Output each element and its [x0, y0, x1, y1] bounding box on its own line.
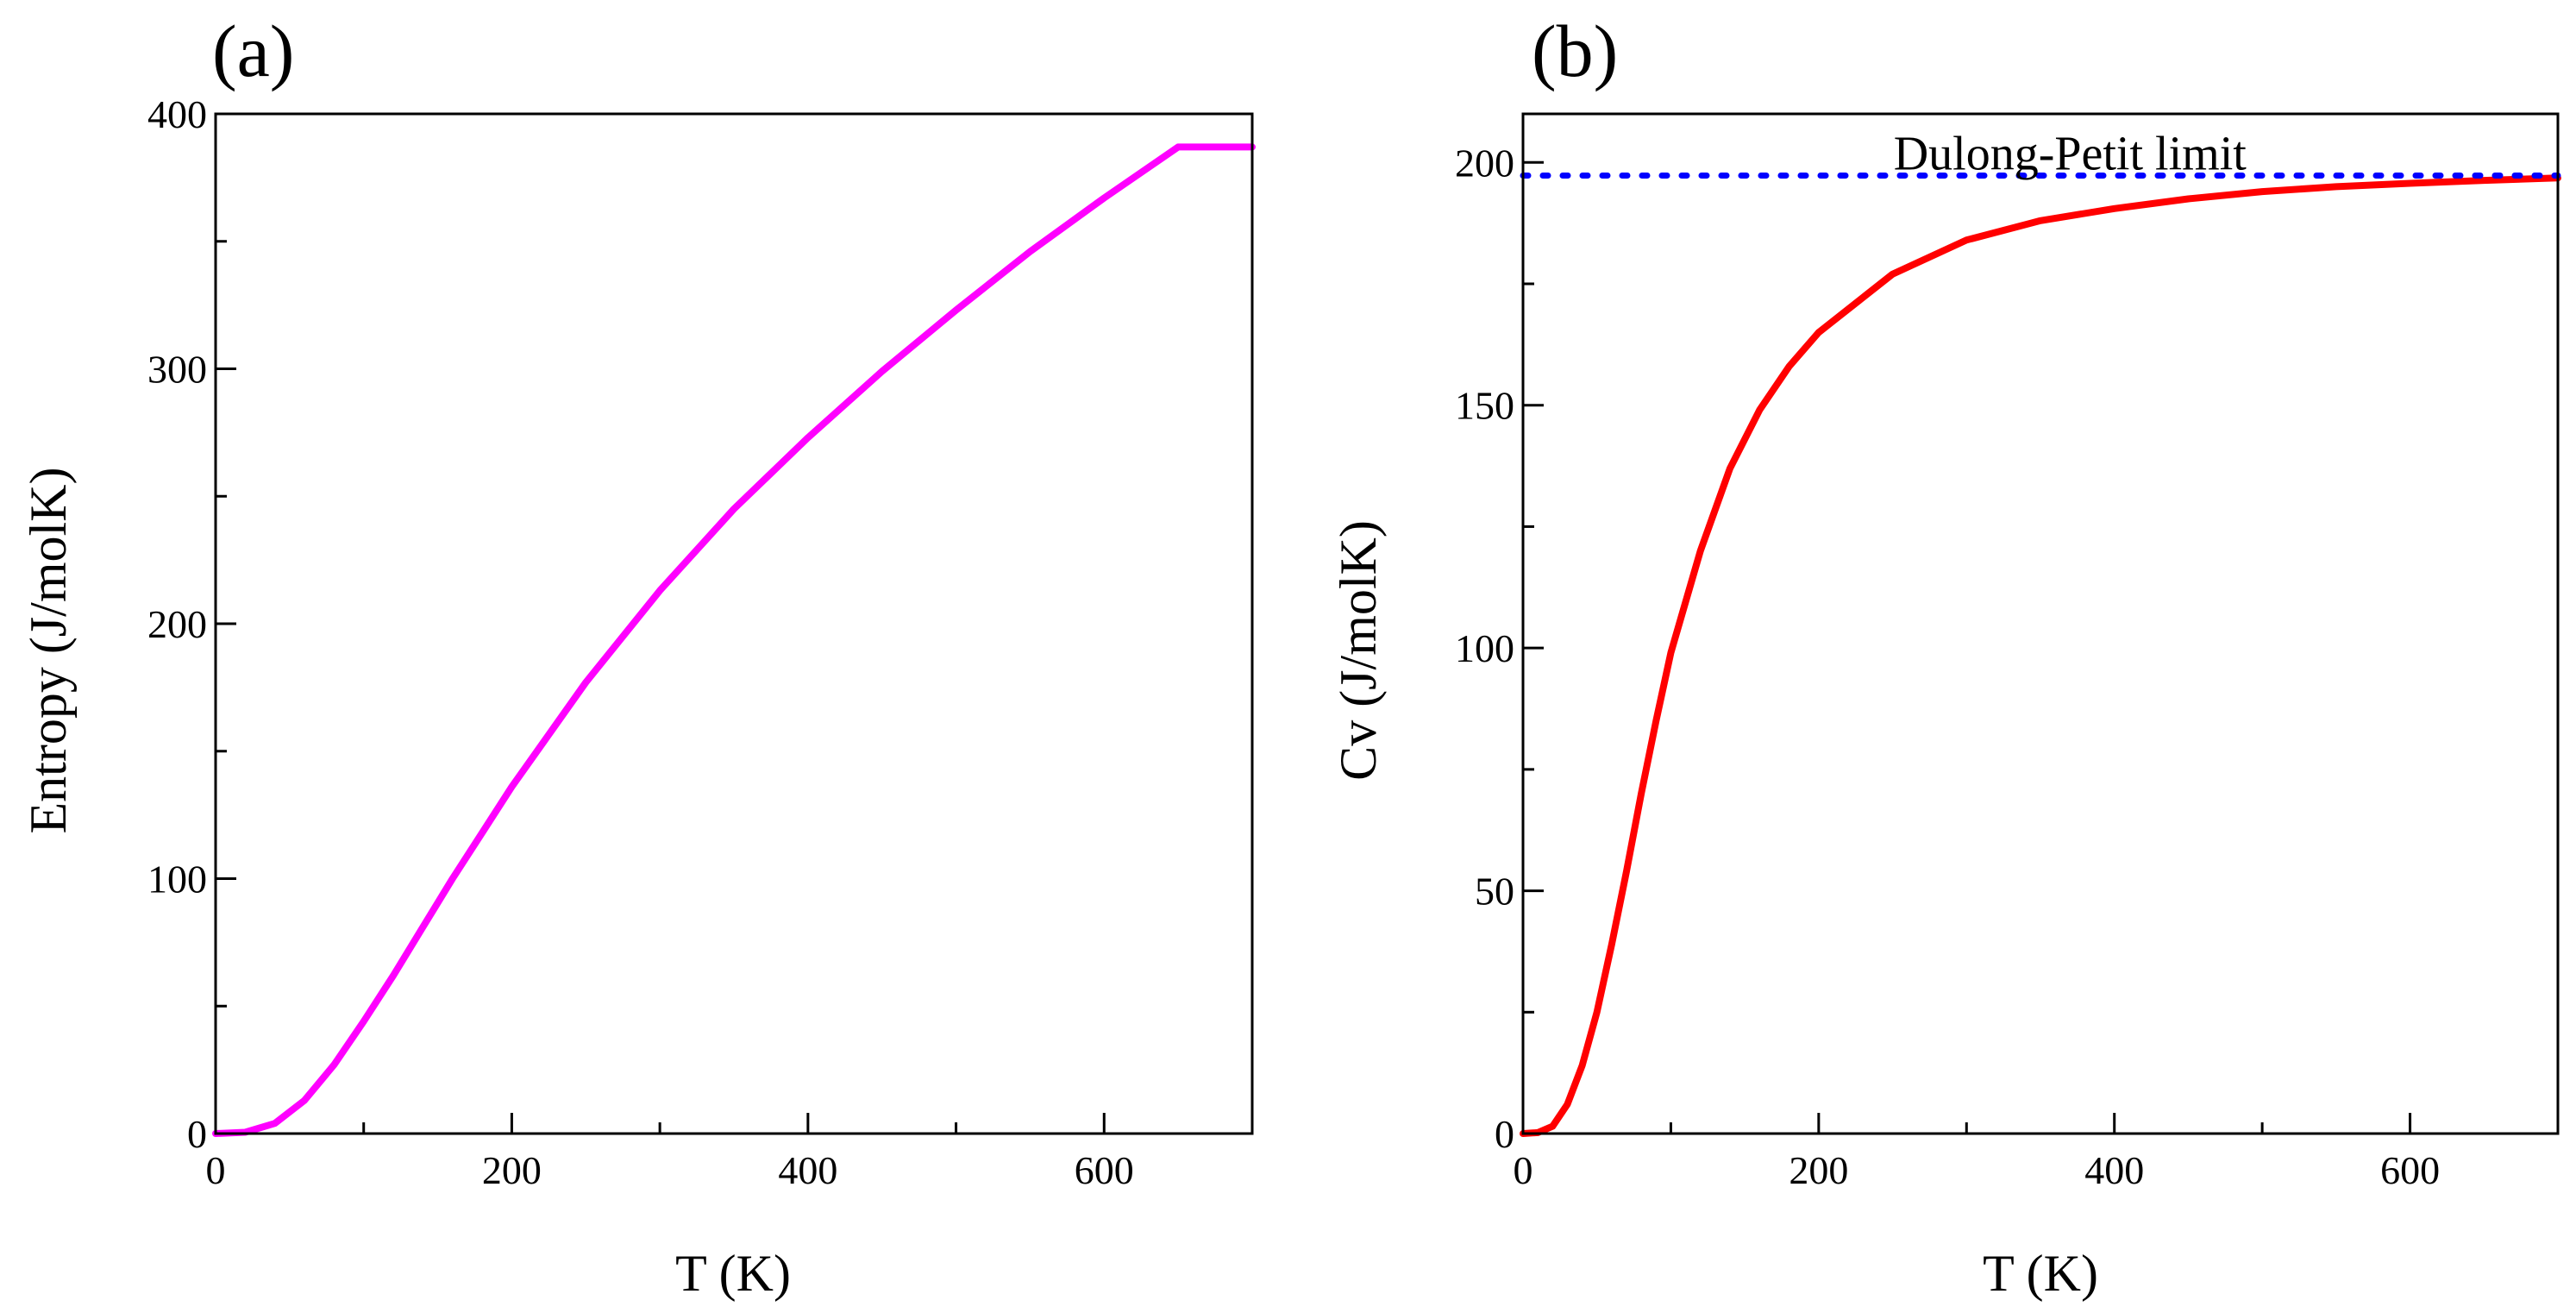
panel-a-y-tick-label: 0 — [187, 1112, 207, 1156]
panel-b-y-tick-label: 0 — [1495, 1112, 1514, 1156]
panel-a-plot-area: 0 200 400 600 0 100 200 300 400 — [147, 92, 1256, 1192]
panel-b-label: (b) — [1532, 9, 1618, 92]
panel-b-y-axis-title: Cv (J/molK) — [1330, 520, 1387, 781]
panel-a-y-axis-title: Entropy (J/molK) — [20, 468, 77, 834]
panel-b-y-tick-label: 50 — [1475, 870, 1514, 914]
panel-a-y-tick-label: 300 — [147, 348, 207, 392]
panel-b-x-tick-label: 200 — [1789, 1148, 1848, 1192]
panel-a-x-tick-label: 400 — [778, 1148, 837, 1192]
panel-b-x-tick-label: 0 — [1514, 1148, 1533, 1192]
panel-a-x-tick-label: 0 — [206, 1148, 226, 1192]
panel-b-series-cv — [1520, 174, 2561, 1137]
panel-a: (a) 0 200 400 600 0 100 200 300 400 T (K) Entrop… — [20, 9, 1256, 1302]
panel-b-plot-area: 0 200 400 600 0 50 100 150 200 Dulong-Petit limit — [1455, 112, 2561, 1192]
panel-a-x-axis-title: T (K) — [675, 1245, 791, 1302]
panel-b-annotation-dulong-petit: Dulong-Petit limit — [1894, 127, 2247, 180]
panel-a-y-tick-label: 400 — [147, 92, 207, 136]
panel-b-x-axis-title: T (K) — [1983, 1245, 2098, 1302]
panel-b: (b) 0 200 400 600 0 50 100 150 200 Dulong-Petit l… — [1330, 9, 2561, 1302]
panel-b-y-tick-label: 150 — [1455, 384, 1514, 428]
panel-a-series-entropy — [212, 143, 1256, 1137]
panel-b-x-tick-label: 400 — [2084, 1148, 2144, 1192]
panel-a-y-tick-label: 200 — [147, 602, 207, 646]
panel-a-x-tick-label: 600 — [1075, 1148, 1134, 1192]
panel-b-x-tick-label: 600 — [2380, 1148, 2440, 1192]
panel-a-y-tick-label: 100 — [147, 858, 207, 902]
panel-a-x-tick-label: 200 — [482, 1148, 542, 1192]
panel-b-axes-frame — [1521, 112, 2560, 1135]
panel-b-y-tick-label: 200 — [1455, 141, 1514, 185]
panel-a-label: (a) — [212, 9, 294, 92]
panel-b-y-tick-label: 100 — [1455, 626, 1514, 670]
